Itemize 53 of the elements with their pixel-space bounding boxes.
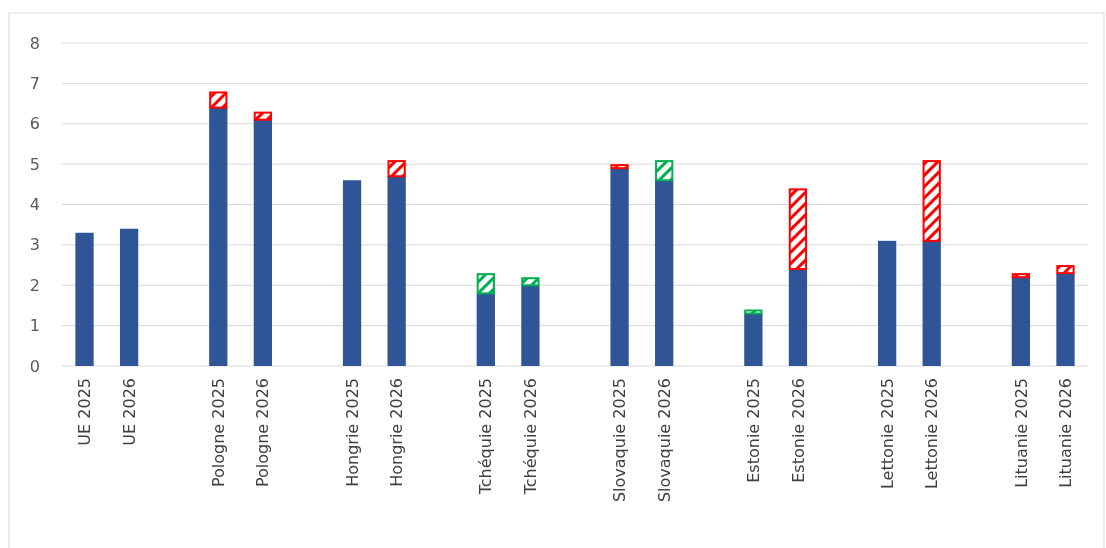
x-tick-label: Hongrie 2026 xyxy=(387,378,407,487)
bar xyxy=(476,273,495,295)
y-tick-label: 0 xyxy=(29,356,40,376)
x-tick-label: Hongrie 2025 xyxy=(342,378,362,487)
bar xyxy=(744,313,763,366)
y-tick-label: 1 xyxy=(29,316,40,336)
bar xyxy=(877,240,897,366)
bar xyxy=(610,168,629,366)
bar xyxy=(1011,277,1031,366)
bar xyxy=(655,180,674,366)
x-tick-label: Pologne 2026 xyxy=(253,378,273,488)
bar xyxy=(744,309,763,315)
x-tick-label: Pologne 2025 xyxy=(208,378,228,488)
bar xyxy=(387,160,406,178)
x-tick-label: Estonie 2025 xyxy=(743,378,763,483)
x-tick-label: Lituanie 2025 xyxy=(1011,378,1031,488)
x-tick-label: Slovaquie 2025 xyxy=(610,378,630,503)
bar xyxy=(521,277,540,287)
x-tick-label: Tchéquie 2025 xyxy=(476,378,496,496)
bar xyxy=(788,269,808,366)
bar xyxy=(1056,265,1075,275)
y-tick-label: 5 xyxy=(29,154,40,174)
x-tick-label: Tchéquie 2026 xyxy=(521,378,541,496)
x-tick-label: Slovaquie 2026 xyxy=(654,378,674,503)
x-tick-label: UE 2026 xyxy=(119,378,139,446)
x-tick-label: UE 2025 xyxy=(75,378,95,446)
bar xyxy=(1056,273,1075,366)
y-tick-label: 7 xyxy=(29,73,40,93)
bar xyxy=(1011,273,1031,279)
bar xyxy=(922,160,941,242)
x-tick-label: Lettonie 2026 xyxy=(922,378,942,490)
x-tick-label: Lettonie 2025 xyxy=(877,378,897,490)
bar xyxy=(253,111,273,121)
x-tick-label: Lituanie 2026 xyxy=(1056,378,1076,488)
bar xyxy=(209,91,228,109)
bar xyxy=(922,240,941,366)
bar xyxy=(119,228,139,366)
bar xyxy=(610,164,629,170)
bar xyxy=(655,160,674,182)
bar xyxy=(476,293,495,366)
y-tick-label: 2 xyxy=(29,275,40,295)
y-tick-label: 3 xyxy=(29,235,40,255)
bar xyxy=(342,180,362,366)
bar xyxy=(253,119,273,366)
x-tick-label: Estonie 2026 xyxy=(788,378,808,483)
bar xyxy=(788,188,808,271)
y-tick-label: 6 xyxy=(29,114,40,134)
bar xyxy=(521,285,540,366)
bar xyxy=(75,232,94,366)
y-tick-label: 4 xyxy=(29,195,40,215)
y-tick-label: 8 xyxy=(29,33,40,53)
bar xyxy=(209,107,228,366)
bar xyxy=(387,176,406,366)
